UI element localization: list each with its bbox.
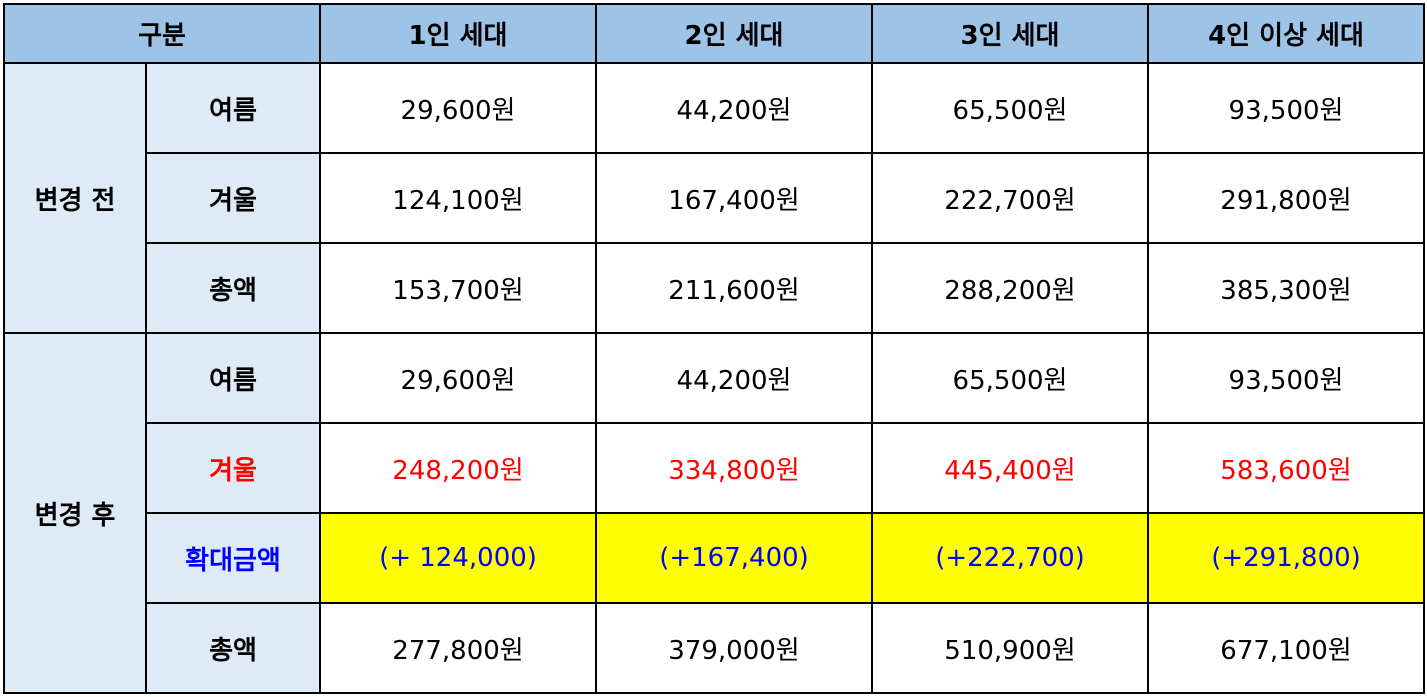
- table-cell: 153,700원: [319, 242, 597, 334]
- header-col-4: 4인 이상 세대: [1147, 3, 1425, 64]
- table-cell: 93,500원: [1147, 332, 1425, 424]
- table-cell: (+ 124,000): [319, 512, 597, 604]
- table-cell: (+167,400): [595, 512, 873, 604]
- table-cell: 677,100원: [1147, 602, 1425, 694]
- row-label: 총액: [145, 242, 321, 334]
- table-cell: 288,200원: [871, 242, 1149, 334]
- table-cell: 167,400원: [595, 152, 873, 244]
- table-row: 총액 153,700원 211,600원 288,200원 385,300원: [4, 242, 1425, 334]
- table-cell: 93,500원: [1147, 62, 1425, 154]
- row-label: 총액: [145, 602, 321, 694]
- table-row: 변경 후 여름 29,600원 44,200원 65,500원 93,500원: [3, 332, 1425, 694]
- row-label: 여름: [145, 332, 321, 424]
- header-category: 구분: [3, 3, 321, 64]
- table-cell: 211,600원: [595, 242, 873, 334]
- group-label-after: 변경 후: [3, 332, 147, 694]
- table-cell: 379,000원: [595, 602, 873, 694]
- table-row: 겨울 124,100원 167,400원 222,700원 291,800원: [4, 152, 1425, 244]
- header-col-3: 3인 세대: [871, 3, 1149, 64]
- table-cell: 334,800원: [595, 422, 873, 514]
- table-cell: 29,600원: [319, 332, 597, 424]
- table-cell: 29,600원: [319, 62, 597, 154]
- table-row: 변경 전 여름 29,600원 44,200원 65,500원 93,500원: [3, 62, 1425, 334]
- table-cell: 291,800원: [1147, 152, 1425, 244]
- electricity-discount-table: 구분 1인 세대 2인 세대 3인 세대 4인 이상 세대 변경 전 여름 29…: [3, 3, 1425, 694]
- table-cell: (+291,800): [1147, 512, 1425, 604]
- table-cell: 124,100원: [319, 152, 597, 244]
- table-cell: 248,200원: [319, 422, 597, 514]
- header-col-2: 2인 세대: [595, 3, 873, 64]
- group-label-before: 변경 전: [3, 62, 147, 334]
- table-row: 확대금액 (+ 124,000) (+167,400) (+222,700) (…: [4, 512, 1425, 604]
- table-cell: 583,600원: [1147, 422, 1425, 514]
- table-cell: 65,500원: [871, 332, 1149, 424]
- header-col-1: 1인 세대: [319, 3, 597, 64]
- table-row: 겨울 248,200원 334,800원 445,400원 583,600원: [4, 422, 1425, 514]
- table-cell: (+222,700): [871, 512, 1149, 604]
- table-cell: 222,700원: [871, 152, 1149, 244]
- table-cell: 65,500원: [871, 62, 1149, 154]
- table-cell: 510,900원: [871, 602, 1149, 694]
- table-cell: 277,800원: [319, 602, 597, 694]
- table-row: 총액 277,800원 379,000원 510,900원 677,100원: [4, 602, 1425, 694]
- row-label: 겨울: [145, 152, 321, 244]
- row-label: 여름: [145, 62, 321, 154]
- row-label: 겨울: [145, 422, 321, 514]
- table-cell: 44,200원: [595, 332, 873, 424]
- table-cell: 44,200원: [595, 62, 873, 154]
- table-cell: 445,400원: [871, 422, 1149, 514]
- header-row: 구분 1인 세대 2인 세대 3인 세대 4인 이상 세대: [3, 3, 1425, 64]
- row-label: 확대금액: [145, 512, 321, 604]
- table-cell: 385,300원: [1147, 242, 1425, 334]
